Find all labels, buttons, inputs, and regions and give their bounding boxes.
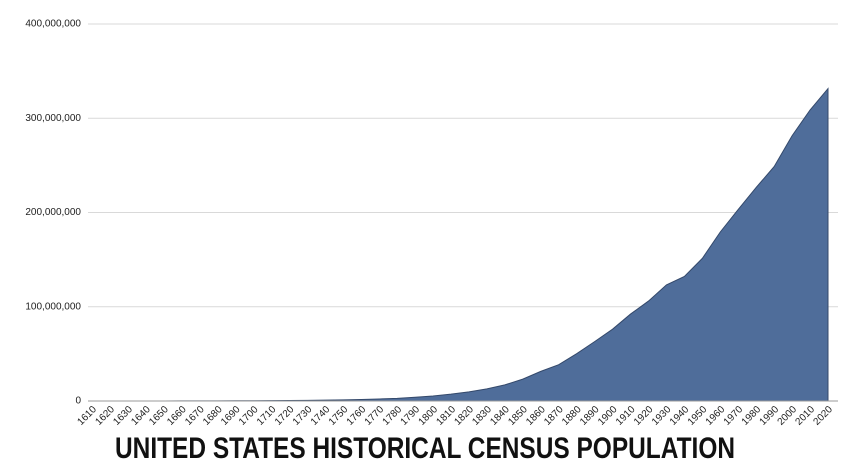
x-tick-label: 1970 (722, 404, 746, 428)
x-tick-label: 1830 (470, 404, 494, 428)
y-tick-label: 0 (75, 396, 81, 407)
x-tick-label: 2020 (811, 404, 835, 428)
x-tick-label: 1800 (417, 404, 441, 428)
x-tick-label: 1750 (327, 404, 351, 428)
chart-title: UNITED STATES HISTORICAL CENSUS POPULATI… (115, 432, 735, 465)
x-tick-label: 1890 (578, 404, 602, 428)
x-tick-label: 1610 (75, 404, 99, 428)
x-tick-label: 1710 (255, 404, 279, 428)
x-tick-label: 1910 (614, 404, 638, 428)
x-tick-label: 1820 (452, 404, 476, 428)
y-tick-label: 100,000,000 (25, 301, 81, 312)
y-tick-label: 300,000,000 (25, 113, 81, 124)
x-tick-label: 1930 (650, 404, 674, 428)
x-tick-label: 1770 (363, 404, 387, 428)
x-tick-label: 1980 (740, 404, 764, 428)
x-tick-label: 1690 (219, 404, 243, 428)
x-tick-label: 1680 (201, 404, 225, 428)
x-tick-label: 1780 (381, 404, 405, 428)
x-tick-label: 1850 (506, 404, 530, 428)
x-tick-label: 1700 (237, 404, 261, 428)
y-tick-label: 400,000,000 (25, 19, 81, 30)
x-tick-label: 1950 (686, 404, 710, 428)
x-tick-label: 1940 (668, 404, 692, 428)
x-tick-label: 1620 (93, 404, 117, 428)
y-tick-label: 200,000,000 (25, 207, 81, 218)
x-tick-label: 1640 (129, 404, 153, 428)
area (91, 87, 829, 402)
x-tick-label: 1670 (183, 404, 207, 428)
x-tick-label: 1860 (524, 404, 548, 428)
x-tick-label: 1900 (596, 404, 620, 428)
x-tick-label: 2010 (794, 404, 818, 428)
x-tick-label: 1740 (309, 404, 333, 428)
x-tick-label: 1960 (704, 404, 728, 428)
x-tick-label: 1660 (165, 404, 189, 428)
x-tick-label: 1720 (273, 404, 297, 428)
x-tick-label: 1870 (542, 404, 566, 428)
x-tick-label: 1730 (291, 404, 315, 428)
x-tick-label: 1920 (632, 404, 656, 428)
x-tick-label: 1990 (758, 404, 782, 428)
x-tick-label: 1650 (147, 404, 171, 428)
x-tick-label: 1760 (345, 404, 369, 428)
x-tick-label: 1810 (435, 404, 459, 428)
x-tick-label: 1840 (488, 404, 512, 428)
x-tick-label: 2000 (776, 404, 800, 428)
x-tick-label: 1630 (111, 404, 135, 428)
x-tick-label: 1880 (560, 404, 584, 428)
x-tick-label: 1790 (399, 404, 423, 428)
